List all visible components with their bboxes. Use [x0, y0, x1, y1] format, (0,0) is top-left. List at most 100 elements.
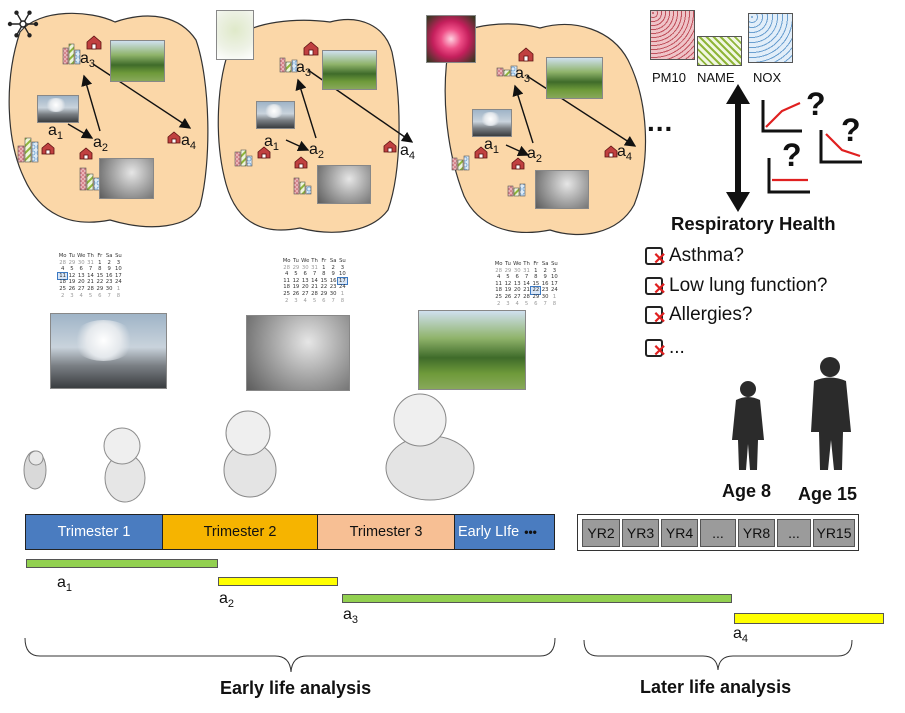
calendar-day: 7 [543, 300, 547, 307]
calendar-day: 7 [88, 266, 93, 273]
calendar-week-row: 4 5 6 7 8 9 10 [494, 274, 559, 281]
calendar-day: 16 [329, 277, 337, 284]
park-photo-large [418, 310, 526, 390]
calendar-header-row: Mo Tu We Th Fr Sa Su [282, 258, 347, 265]
calendar-weekday: Fr [533, 261, 539, 267]
dose-response-plot-1 [761, 100, 802, 133]
calendar-week-row: 28 29 30 31 1 2 3 [282, 265, 347, 272]
calendar-day: 30 [329, 290, 337, 297]
calendar-day: 14 [523, 280, 530, 287]
calendar-day: 2 [107, 259, 111, 266]
calendar-day: 25 [59, 285, 67, 292]
calendar-week-row: 25 26 27 28 29 30 1 [494, 294, 559, 301]
map3-label-a2: a2 [527, 145, 543, 166]
park-photo-map1 [110, 40, 165, 82]
calendar-day: 13 [513, 280, 521, 287]
calendar-day: 18 [495, 287, 503, 294]
calendar-day: 30 [513, 267, 521, 274]
calendar-day: 30 [541, 293, 549, 300]
calendar-weekday: Sa [329, 258, 337, 264]
window-label-a2: a2 [219, 590, 235, 611]
calendar-day: 24 [551, 287, 558, 294]
map2-label-a4: a4 [400, 142, 416, 163]
exposure-window-a3 [342, 594, 732, 603]
calendar-day: 20 [301, 284, 309, 291]
calendar-day: 30 [301, 264, 309, 271]
calendar-2: Mo Tu We Th Fr Sa Su 28 29 30 31 1 2 3 4 5 6 7 8 9 10 11 12 13 1… [282, 258, 349, 305]
calendar-week-row: 11 12 13 14 15 16 17 [494, 281, 559, 288]
year-box-yr8: YR8 [738, 519, 775, 547]
window-label-a4: a4 [733, 625, 749, 646]
calendar-weekday: Mo [282, 258, 291, 264]
calendar-day: 17 [551, 280, 558, 287]
health-item-more: ✕ ... [645, 337, 685, 360]
map2-label-a1: a1 [264, 133, 280, 154]
calendar-day: 16 [541, 280, 549, 287]
dose-response-plot-3 [767, 158, 810, 194]
calendar-day: 16 [105, 272, 113, 279]
park-photo-map3 [546, 57, 603, 99]
calendar-day: 30 [105, 285, 113, 292]
calendar-day: 20 [77, 279, 85, 286]
factory-photo-map2 [256, 101, 295, 129]
calendar-day: 6 [534, 300, 538, 307]
calendar-day: 15 [320, 277, 328, 284]
calendar-week-row: 28 29 30 31 1 2 3 [494, 268, 559, 275]
calendar-day: 13 [301, 277, 309, 284]
calendar-day: 31 [523, 267, 530, 274]
checkbox-icon: ✕ [645, 247, 666, 268]
calendar-day: 27 [77, 285, 85, 292]
calendar-day: 27 [301, 290, 309, 297]
map2-label-a2: a2 [309, 141, 325, 162]
factory-photo-map3 [472, 109, 512, 137]
calendar-day: 1 [552, 293, 557, 300]
calendar-day: 19 [292, 284, 300, 291]
calendar-header-row: Mo Tu We Th Fr Sa Su [494, 261, 559, 268]
snowflake-icon [7, 10, 39, 38]
calendar-day: 4 [60, 266, 65, 273]
calendar-weekday: Th [87, 253, 94, 259]
calendar-day: 26 [292, 290, 300, 297]
calendar-weekday: Sa [541, 261, 549, 267]
year-box-yr3: YR3 [622, 519, 659, 547]
fetus-stage-1-icon [23, 450, 47, 490]
calendar-day: 3 [340, 264, 345, 271]
calendar-day: 26 [504, 293, 512, 300]
health-item-lung-function: ✕ Low lung function? [645, 275, 827, 298]
calendar-day: 6 [79, 266, 83, 273]
factory-photo-large [50, 313, 167, 389]
calendar-day: 22 [320, 284, 328, 291]
calendar-weekday: Fr [321, 258, 327, 264]
calendar-day: 7 [524, 274, 529, 281]
health-item-asthma: ✕ Asthma? [645, 245, 744, 268]
calendar-day: 9 [107, 266, 111, 273]
calendar-day: 25 [495, 293, 503, 300]
calendar-weekday: Su [339, 258, 346, 264]
x-mark-icon: ✕ [653, 310, 667, 327]
calendar-day: 2 [331, 264, 335, 271]
calendar-day: 6 [303, 271, 307, 278]
checkbox-icon: ✕ [645, 277, 666, 298]
calendar-weekday: Mo [58, 253, 67, 259]
calendar-week-row: 18 19 20 21 22 23 24 [282, 284, 347, 291]
calendar-day: 8 [98, 266, 102, 273]
calendar-weekday: Th [311, 258, 318, 264]
calendar-day: 8 [552, 300, 557, 307]
calendar-day: 4 [303, 297, 307, 304]
child-age-15-silhouette [811, 357, 851, 470]
map3-label-a1: a1 [484, 136, 500, 157]
calendar-day: 15 [532, 280, 540, 287]
calendar-week-row: 4 5 6 7 8 9 10 [58, 266, 123, 273]
factory-photo-map1 [37, 95, 79, 123]
calendar-week-row: 18 19 20 21 22 23 24 [494, 286, 559, 295]
calendar-day: 5 [524, 300, 529, 307]
calendar-day: 21 [311, 284, 318, 291]
calendar-week-row: 28 29 30 31 1 2 3 [58, 260, 123, 267]
calendar-day: 10 [115, 266, 122, 273]
calendar-day: 10 [339, 271, 346, 278]
calendar-day: 3 [506, 300, 510, 307]
calendar-day: 29 [68, 259, 76, 266]
